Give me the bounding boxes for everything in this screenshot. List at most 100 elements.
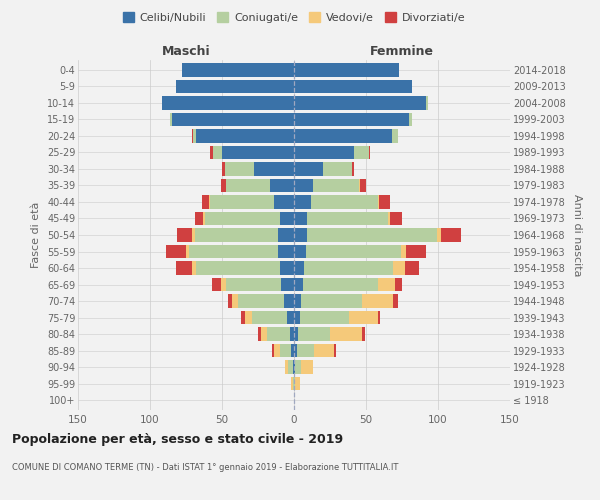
Bar	[298, 328, 330, 341]
Bar	[441, 228, 461, 242]
Bar	[212, 278, 221, 291]
Bar	[300, 311, 349, 324]
Bar	[294, 244, 305, 258]
Bar	[290, 328, 294, 341]
Bar	[294, 328, 298, 341]
Bar	[226, 178, 269, 192]
Bar	[301, 360, 313, 374]
Bar	[349, 311, 377, 324]
Bar	[294, 360, 295, 374]
Bar	[261, 328, 266, 341]
Bar	[196, 261, 280, 275]
Bar	[211, 146, 214, 159]
Bar	[281, 278, 294, 291]
Bar	[274, 195, 294, 209]
Bar	[379, 195, 391, 209]
Bar	[294, 146, 355, 159]
Bar	[294, 195, 311, 209]
Bar	[359, 178, 360, 192]
Bar	[186, 244, 189, 258]
Bar	[221, 178, 226, 192]
Text: COMUNE DI COMANO TERME (TN) - Dati ISTAT 1° gennaio 2019 - Elaborazione TUTTITAL: COMUNE DI COMANO TERME (TN) - Dati ISTAT…	[12, 462, 398, 471]
Bar	[294, 162, 323, 175]
Bar	[203, 212, 205, 226]
Bar	[214, 146, 222, 159]
Bar	[192, 261, 196, 275]
Bar	[392, 129, 398, 142]
Bar	[170, 112, 172, 126]
Bar	[272, 344, 274, 358]
Bar	[294, 63, 399, 76]
Bar	[226, 278, 281, 291]
Bar	[196, 129, 294, 142]
Bar	[211, 195, 274, 209]
Bar	[294, 278, 302, 291]
Bar	[304, 261, 394, 275]
Bar	[294, 80, 412, 93]
Bar	[209, 195, 211, 209]
Bar	[409, 112, 412, 126]
Bar	[194, 228, 278, 242]
Bar	[394, 294, 398, 308]
Bar	[172, 112, 294, 126]
Legend: Celibi/Nubili, Coniugati/e, Vedovi/e, Divorziati/e: Celibi/Nubili, Coniugati/e, Vedovi/e, Di…	[118, 8, 470, 28]
Bar	[294, 344, 297, 358]
Bar	[377, 195, 379, 209]
Bar	[238, 294, 284, 308]
Bar	[161, 96, 294, 110]
Bar	[280, 212, 294, 226]
Bar	[294, 112, 409, 126]
Bar	[437, 228, 441, 242]
Bar	[178, 228, 192, 242]
Bar	[334, 344, 336, 358]
Bar	[252, 311, 287, 324]
Bar	[294, 96, 427, 110]
Bar	[193, 129, 196, 142]
Bar	[295, 377, 300, 390]
Bar	[360, 178, 366, 192]
Bar	[274, 344, 280, 358]
Bar	[313, 178, 359, 192]
Bar	[377, 311, 380, 324]
Bar	[254, 162, 294, 175]
Bar	[294, 261, 304, 275]
Bar	[288, 360, 293, 374]
Text: Popolazione per età, sesso e stato civile - 2019: Popolazione per età, sesso e stato civil…	[12, 432, 343, 446]
Bar	[278, 244, 294, 258]
Bar	[395, 278, 402, 291]
Bar	[295, 360, 301, 374]
Bar	[182, 63, 294, 76]
Bar	[294, 311, 300, 324]
Bar	[294, 294, 301, 308]
Bar	[280, 261, 294, 275]
Bar	[427, 96, 428, 110]
Bar	[362, 328, 365, 341]
Bar	[355, 146, 369, 159]
Bar	[284, 294, 294, 308]
Bar	[291, 377, 293, 390]
Bar	[369, 146, 370, 159]
Bar	[194, 212, 203, 226]
Bar	[225, 162, 254, 175]
Bar	[241, 311, 245, 324]
Bar	[287, 311, 294, 324]
Bar	[286, 360, 288, 374]
Bar	[192, 228, 194, 242]
Bar	[166, 244, 186, 258]
Bar	[294, 212, 307, 226]
Y-axis label: Anni di nascita: Anni di nascita	[572, 194, 582, 276]
Bar	[266, 328, 290, 341]
Bar	[388, 212, 391, 226]
Bar	[245, 311, 252, 324]
Bar	[314, 344, 334, 358]
Bar	[202, 195, 209, 209]
Bar	[294, 178, 313, 192]
Bar	[362, 294, 394, 308]
Bar	[258, 328, 261, 341]
Bar	[302, 278, 377, 291]
Bar	[377, 278, 395, 291]
Bar	[391, 212, 402, 226]
Bar	[294, 377, 295, 390]
Bar	[405, 261, 419, 275]
Bar	[222, 146, 294, 159]
